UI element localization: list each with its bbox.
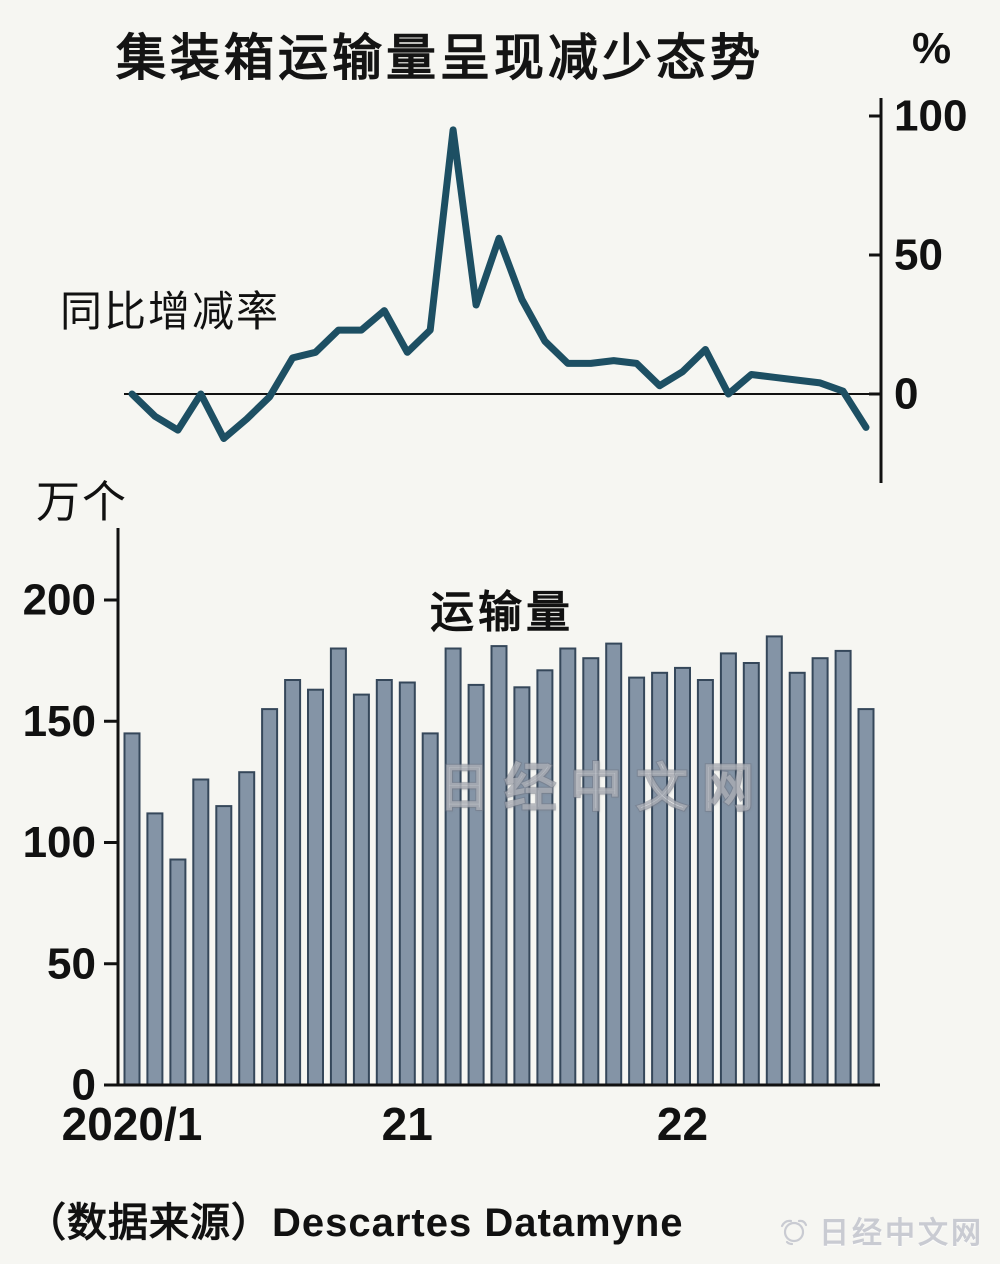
volume-bar (765, 635, 783, 1087)
volume-bar (123, 732, 141, 1087)
volume-bar (215, 805, 233, 1086)
volume-bar (857, 708, 875, 1086)
volume-bar (169, 858, 187, 1086)
volume-bar (261, 708, 279, 1086)
volume-series-label: 运输量 (430, 588, 574, 637)
volume-unit-label: 万个 (36, 478, 128, 527)
yoy-line-series (128, 126, 870, 442)
volume-bar (651, 671, 669, 1087)
volume-bar (788, 671, 806, 1087)
bar-chart-tick-label: 50 (47, 939, 96, 988)
volume-bar (146, 812, 164, 1087)
line-chart-tick-label: 100 (894, 92, 967, 141)
bar-chart-tick-label: 150 (23, 697, 96, 746)
x-axis-label: 21 (382, 1098, 433, 1150)
volume-bar (375, 679, 393, 1086)
volume-bar (421, 732, 439, 1087)
volume-bar (674, 666, 691, 1087)
bar-chart-tick-label: 0 (72, 1061, 96, 1110)
source-note: （数据来源）Descartes Datamyne (26, 1201, 684, 1245)
line-chart-tick-label: 50 (894, 231, 943, 280)
volume-bar (192, 778, 210, 1086)
volume-bar (719, 652, 737, 1087)
volume-bar (605, 642, 623, 1086)
volume-bar (582, 657, 600, 1086)
percent-unit-label: % (912, 24, 952, 73)
volume-bar (284, 679, 302, 1086)
volume-bar (536, 669, 554, 1086)
volume-bar (398, 681, 416, 1086)
volume-bar (811, 657, 829, 1086)
volume-bar (307, 688, 324, 1086)
volume-bar (628, 676, 646, 1086)
volume-bar (559, 647, 577, 1086)
volume-bar (444, 647, 462, 1086)
volume-bar (513, 686, 531, 1086)
volume-bar (742, 662, 760, 1086)
x-axis-label: 22 (657, 1098, 708, 1150)
chart-title: 集装箱运输量呈现减少态势 (116, 30, 764, 86)
x-axis-label: 2020/1 (62, 1098, 203, 1150)
bar-chart-tick-label: 100 (23, 818, 96, 867)
volume-bar (329, 647, 347, 1086)
bar-chart-tick-label: 200 (23, 576, 96, 625)
volume-bar (467, 683, 485, 1087)
volume-bar (238, 771, 256, 1086)
volume-bar (696, 679, 714, 1086)
volume-bar (352, 693, 370, 1086)
line-chart-tick-label: 0 (894, 370, 918, 419)
volume-bar (490, 645, 508, 1086)
yoy-series-label: 同比增减率 (60, 288, 281, 335)
volume-bar (834, 649, 852, 1087)
